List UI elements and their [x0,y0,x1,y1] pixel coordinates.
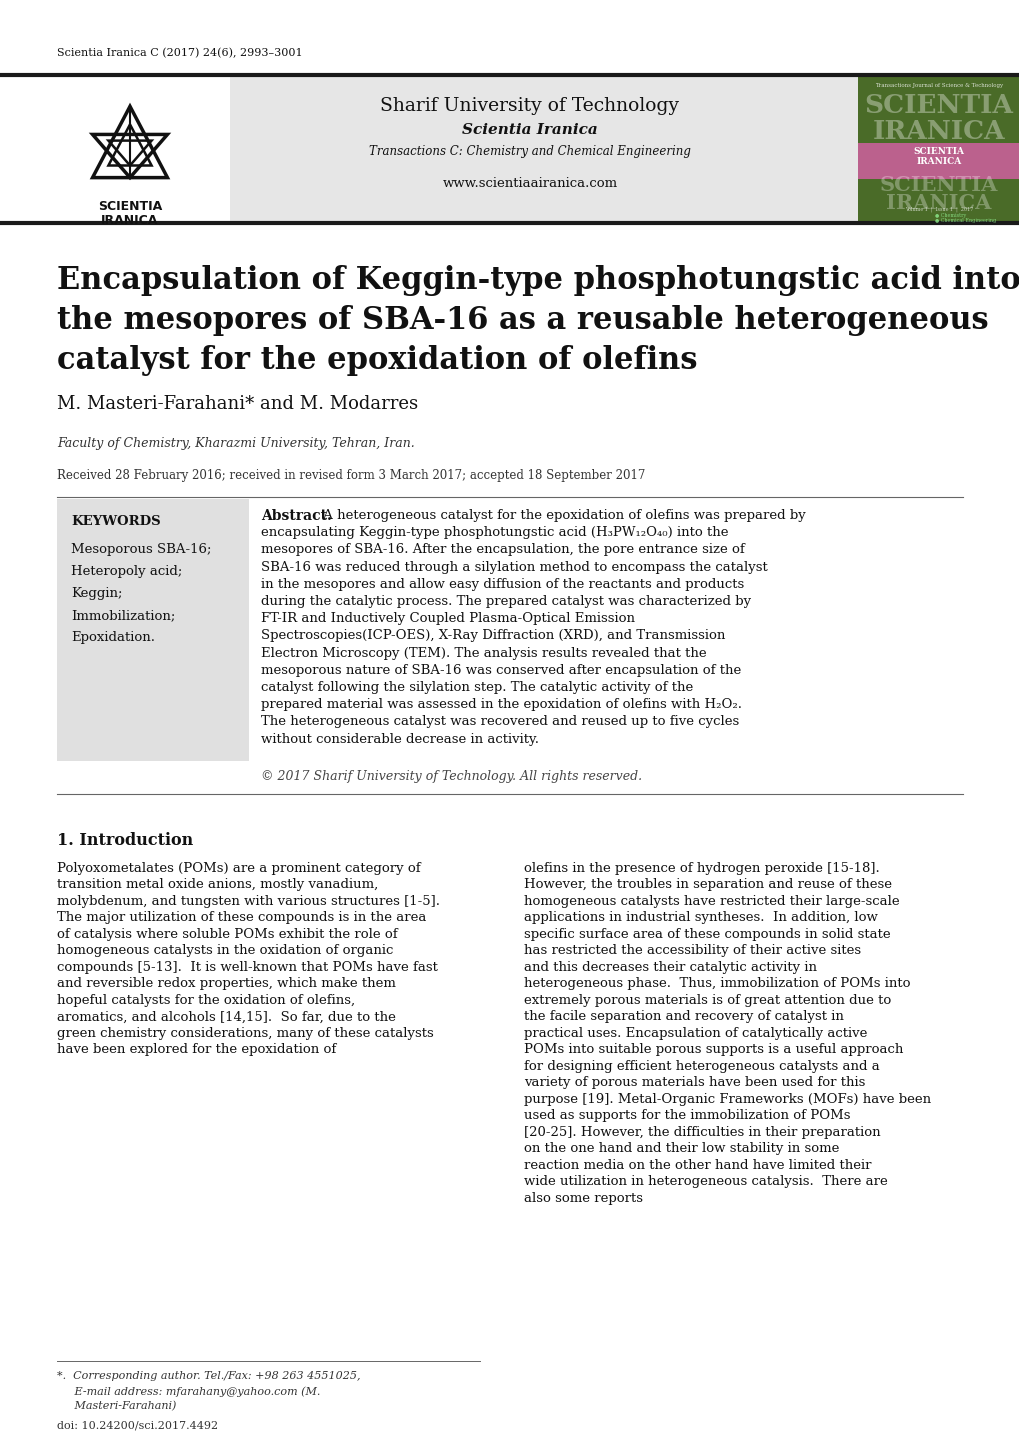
Text: hopeful catalysts for the oxidation of olefins,: hopeful catalysts for the oxidation of o… [57,994,355,1007]
Text: mesoporous nature of SBA-16 was conserved after encapsulation of the: mesoporous nature of SBA-16 was conserve… [261,664,741,677]
FancyBboxPatch shape [57,499,249,760]
Text: Encapsulation of Keggin-type phosphotungstic acid into: Encapsulation of Keggin-type phosphotung… [57,266,1019,296]
Text: SCIENTIA: SCIENTIA [879,175,998,195]
Text: prepared material was assessed in the epoxidation of olefins with H₂O₂.: prepared material was assessed in the ep… [261,698,741,711]
Text: transition metal oxide anions, mostly vanadium,: transition metal oxide anions, mostly va… [57,879,378,892]
Text: on the one hand and their low stability in some: on the one hand and their low stability … [524,1143,839,1156]
Text: have been explored for the epoxidation of: have been explored for the epoxidation o… [57,1043,336,1056]
Text: heterogeneous phase.  Thus, immobilization of POMs into: heterogeneous phase. Thus, immobilizatio… [524,977,910,990]
Text: during the catalytic process. The prepared catalyst was characterized by: during the catalytic process. The prepar… [261,595,750,608]
Text: Epoxidation.: Epoxidation. [71,631,155,644]
Text: in the mesopores and allow easy diffusion of the reactants and products: in the mesopores and allow easy diffusio… [261,577,744,590]
Text: IRANICA: IRANICA [872,118,1005,144]
Text: homogeneous catalysts in the oxidation of organic: homogeneous catalysts in the oxidation o… [57,944,393,957]
Text: Faculty of Chemistry, Kharazmi University, Tehran, Iran.: Faculty of Chemistry, Kharazmi Universit… [57,437,415,450]
Text: wide utilization in heterogeneous catalysis.  There are: wide utilization in heterogeneous cataly… [524,1175,887,1188]
Text: purpose [19]. Metal-Organic Frameworks (MOFs) have been: purpose [19]. Metal-Organic Frameworks (… [524,1092,930,1105]
Text: *.  Corresponding author. Tel./Fax: +98 263 4551025,: *. Corresponding author. Tel./Fax: +98 2… [57,1371,360,1381]
Text: Volume 1  |  Issue 1  |  2017: Volume 1 | Issue 1 | 2017 [904,206,972,212]
Text: used as supports for the immobilization of POMs: used as supports for the immobilization … [524,1110,850,1123]
Text: E-mail address: mfarahany@yahoo.com (M.: E-mail address: mfarahany@yahoo.com (M. [57,1385,320,1397]
Text: reaction media on the other hand have limited their: reaction media on the other hand have li… [524,1159,870,1172]
Text: SCIENTIA: SCIENTIA [864,92,1013,118]
Text: ● Chemical Engineering: ● Chemical Engineering [934,218,996,224]
Text: of catalysis where soluble POMs exhibit the role of: of catalysis where soluble POMs exhibit … [57,928,397,941]
Text: Sharif University of Technology: Sharif University of Technology [380,97,679,115]
Text: IRANICA: IRANICA [886,193,990,214]
Text: encapsulating Keggin-type phosphotungstic acid (H₃PW₁₂O₄₀) into the: encapsulating Keggin-type phosphotungsti… [261,527,728,540]
Text: 1. Introduction: 1. Introduction [57,831,193,848]
Text: Mesoporous SBA-16;: Mesoporous SBA-16; [71,543,211,556]
Text: IRANICA: IRANICA [101,214,159,227]
Text: Scientia Iranica C (2017) 24(6), 2993–3001: Scientia Iranica C (2017) 24(6), 2993–30… [57,48,303,58]
Text: Transactions C: Chemistry and Chemical Engineering: Transactions C: Chemistry and Chemical E… [369,144,690,157]
Text: doi: 10.24200/sci.2017.4492: doi: 10.24200/sci.2017.4492 [57,1420,218,1430]
Text: compounds [5-13].  It is well-known that POMs have fast: compounds [5-13]. It is well-known that … [57,961,437,974]
Text: Scientia Iranica: Scientia Iranica [462,123,597,137]
Text: has restricted the accessibility of their active sites: has restricted the accessibility of thei… [524,944,860,957]
Text: Keggin;: Keggin; [71,587,122,600]
Text: catalyst following the silylation step. The catalytic activity of the: catalyst following the silylation step. … [261,681,693,694]
Text: extremely porous materials is of great attention due to: extremely porous materials is of great a… [524,994,891,1007]
Text: green chemistry considerations, many of these catalysts: green chemistry considerations, many of … [57,1027,433,1040]
Text: molybdenum, and tungsten with various structures [1-5].: molybdenum, and tungsten with various st… [57,895,439,908]
Text: Transactions Journal of Science & Technology: Transactions Journal of Science & Techno… [874,84,1002,88]
Text: FT-IR and Inductively Coupled Plasma-Optical Emission: FT-IR and Inductively Coupled Plasma-Opt… [261,612,635,625]
Text: [20-25]. However, the difficulties in their preparation: [20-25]. However, the difficulties in th… [524,1126,879,1139]
Text: applications in industrial syntheses.  In addition, low: applications in industrial syntheses. In… [524,912,877,925]
Text: A heterogeneous catalyst for the epoxidation of olefins was prepared by: A heterogeneous catalyst for the epoxida… [319,509,805,522]
Text: © 2017 Sharif University of Technology. All rights reserved.: © 2017 Sharif University of Technology. … [261,769,642,782]
Text: without considerable decrease in activity.: without considerable decrease in activit… [261,733,538,746]
Text: Spectroscopies(ICP-OES), X-Ray Diffraction (XRD), and Transmission: Spectroscopies(ICP-OES), X-Ray Diffracti… [261,629,725,642]
Text: practical uses. Encapsulation of catalytically active: practical uses. Encapsulation of catalyt… [524,1027,866,1040]
Text: Polyoxometalates (POMs) are a prominent category of: Polyoxometalates (POMs) are a prominent … [57,861,420,874]
Text: Masteri-Farahani): Masteri-Farahani) [57,1401,176,1411]
Text: Abstract.: Abstract. [261,509,331,522]
Text: Electron Microscopy (TEM). The analysis results revealed that the: Electron Microscopy (TEM). The analysis … [261,646,706,659]
Text: and reversible redox properties, which make them: and reversible redox properties, which m… [57,977,395,990]
Text: aromatics, and alcohols [14,15].  So far, due to the: aromatics, and alcohols [14,15]. So far,… [57,1010,395,1023]
Text: Heteropoly acid;: Heteropoly acid; [71,566,182,579]
Text: specific surface area of these compounds in solid state: specific surface area of these compounds… [524,928,890,941]
Text: The major utilization of these compounds is in the area: The major utilization of these compounds… [57,912,426,925]
Text: POMs into suitable porous supports is a useful approach: POMs into suitable porous supports is a … [524,1043,903,1056]
Text: However, the troubles in separation and reuse of these: However, the troubles in separation and … [524,879,892,892]
Text: also some reports: also some reports [524,1192,642,1205]
Text: the facile separation and recovery of catalyst in: the facile separation and recovery of ca… [524,1010,843,1023]
Text: The heterogeneous catalyst was recovered and reused up to five cycles: The heterogeneous catalyst was recovered… [261,716,739,729]
Text: and this decreases their catalytic activity in: and this decreases their catalytic activ… [524,961,816,974]
Text: catalyst for the epoxidation of olefins: catalyst for the epoxidation of olefins [57,345,697,377]
Text: M. Masteri-Farahani* and M. Modarres: M. Masteri-Farahani* and M. Modarres [57,395,418,413]
Text: mesopores of SBA-16. After the encapsulation, the pore entrance size of: mesopores of SBA-16. After the encapsula… [261,544,744,557]
Text: for designing efficient heterogeneous catalysts and a: for designing efficient heterogeneous ca… [524,1059,878,1072]
Text: variety of porous materials have been used for this: variety of porous materials have been us… [524,1076,864,1089]
Text: Received 28 February 2016; received in revised form 3 March 2017; accepted 18 Se: Received 28 February 2016; received in r… [57,469,645,482]
Text: Immobilization;: Immobilization; [71,609,175,622]
FancyBboxPatch shape [857,75,1019,224]
FancyBboxPatch shape [857,143,1019,179]
Text: homogeneous catalysts have restricted their large-scale: homogeneous catalysts have restricted th… [524,895,899,908]
Text: SCIENTIA: SCIENTIA [913,147,964,156]
Text: the mesopores of SBA-16 as a reusable heterogeneous: the mesopores of SBA-16 as a reusable he… [57,304,987,336]
Text: ● Chemistry: ● Chemistry [934,214,965,218]
Text: IRANICA: IRANICA [915,157,961,166]
Text: olefins in the presence of hydrogen peroxide [15-18].: olefins in the presence of hydrogen pero… [524,861,878,874]
Text: SCIENTIA: SCIENTIA [98,201,162,214]
Text: www.scientiaairanica.com: www.scientiaairanica.com [442,177,616,190]
Text: KEYWORDS: KEYWORDS [71,515,160,528]
Text: SBA-16 was reduced through a silylation method to encompass the catalyst: SBA-16 was reduced through a silylation … [261,560,767,574]
FancyBboxPatch shape [229,75,1019,224]
